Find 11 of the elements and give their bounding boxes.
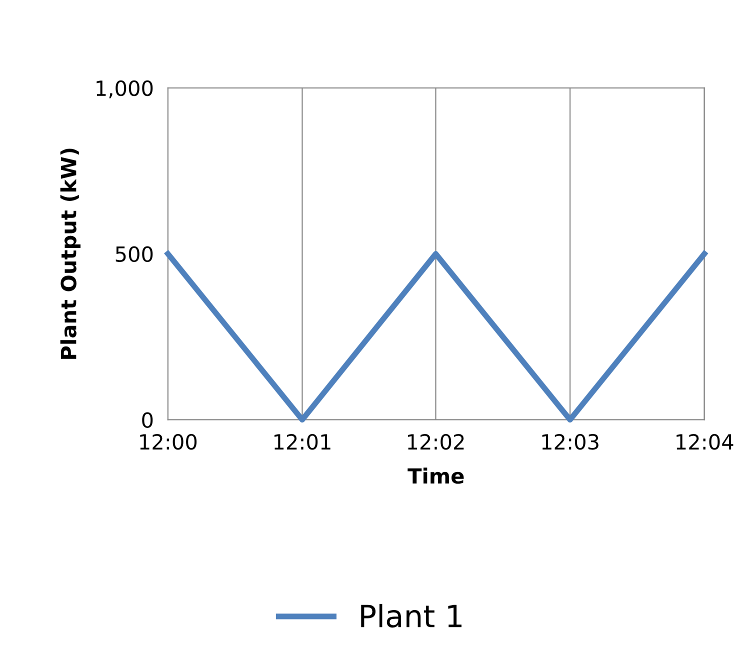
x-tick-label: 12:04 [676,434,734,450]
legend-label: Plant 1 [361,604,462,628]
y-tick-label: 1,000 [96,80,153,98]
y-axis-title: Plant Output (kW) [60,148,80,359]
y-tick-label: 500 [116,246,153,262]
x-tick-label: 12:03 [542,434,598,450]
x-axis-title: Time [408,468,464,484]
y-tick-label: 0 [142,412,153,428]
x-tick-label: 12:02 [408,434,464,450]
x-tick-label: 12:00 [140,434,197,450]
x-tick-label: 12:01 [274,434,330,450]
